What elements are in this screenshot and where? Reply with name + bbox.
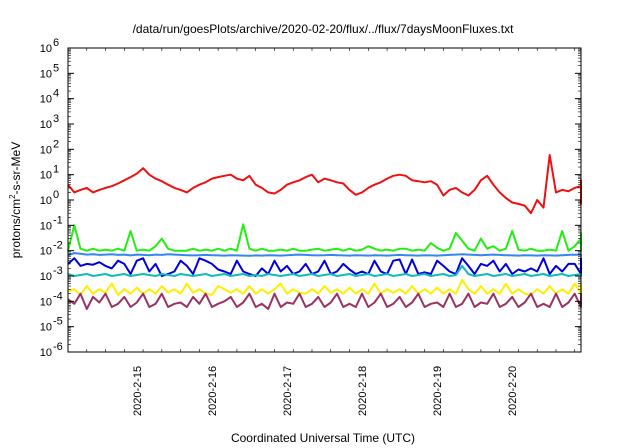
y-tick-exponent: -6 [53, 341, 63, 353]
x-axis-title: Coordinated Universal Time (UTC) [231, 431, 415, 445]
y-tick-exponent: -4 [53, 290, 63, 302]
y-tick-label: 10 [40, 271, 52, 283]
y-tick-label: 10 [40, 195, 52, 207]
series-line-5 [67, 278, 582, 296]
y-tick-label: 10 [40, 68, 52, 80]
chart-title: /data/run/goesPlots/archive/2020-02-20/f… [133, 22, 515, 36]
y-tick-exponent: 3 [53, 113, 59, 125]
x-tick-label: 2020-2-15 [132, 366, 144, 416]
x-tick-label: 2020-2-19 [432, 366, 444, 416]
series-line-1 [67, 223, 582, 252]
y-tick-exponent: -1 [53, 214, 63, 226]
y-tick-exponent: 0 [53, 189, 59, 201]
y-tick-label: 10 [40, 119, 52, 131]
y-tick-label: 10 [40, 296, 52, 308]
y-tick-exponent: 6 [53, 37, 59, 49]
y-tick-label: 10 [40, 347, 52, 359]
x-axis: 2020-2-15 2020-2-16 2020-2-17 2020-2-18 2020… [67, 48, 576, 416]
y-tick-label: 10 [40, 94, 52, 106]
x-tick-label: 2020-2-18 [357, 366, 369, 416]
y-tick-exponent: -5 [53, 316, 63, 328]
y-tick-exponent: -2 [53, 240, 63, 252]
y-tick-exponent: 2 [53, 138, 59, 150]
series-layer [67, 154, 582, 310]
y-tick-exponent: 1 [53, 164, 59, 176]
x-tick-label: 2020-2-17 [282, 366, 294, 416]
y-tick-exponent: -3 [53, 265, 63, 277]
y-tick-label: 10 [40, 246, 52, 258]
y-tick-label: 10 [40, 43, 52, 55]
series-line-6 [67, 292, 582, 310]
y-axis: 10 -610 -510 -410 -310 -210 -110 010 110 210 310 41… [40, 37, 581, 359]
y-tick-exponent: 5 [53, 62, 59, 74]
y-tick-exponent: 4 [53, 88, 59, 100]
y-tick-label: 10 [40, 220, 52, 232]
series-line-0 [67, 154, 582, 215]
x-tick-label: 2020-2-20 [507, 366, 519, 416]
y-tick-label: 10 [40, 322, 52, 334]
series-line-2 [67, 252, 582, 257]
y-tick-label: 10 [40, 144, 52, 156]
x-tick-label: 2020-2-16 [207, 366, 219, 416]
y-tick-label: 10 [40, 170, 52, 182]
y-axis-title: protons/cm2-s-sr-MeV [8, 142, 23, 258]
